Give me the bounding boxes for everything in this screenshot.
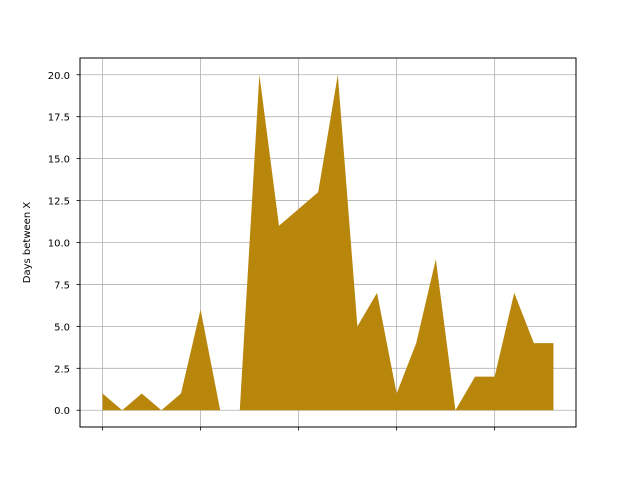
y-tick-label: 10.0 — [48, 239, 70, 250]
y-tick-label: 7.5 — [54, 280, 70, 291]
y-tick-label: 12.5 — [48, 197, 70, 208]
y-tick-label: 0.0 — [54, 406, 70, 417]
y-tick-label: 20.0 — [48, 71, 70, 82]
y-axis-label: Days between X — [22, 202, 33, 284]
y-tick-label: 15.0 — [48, 155, 70, 166]
y-tick-label: 5.0 — [54, 322, 70, 333]
y-tick-label: 17.5 — [48, 113, 70, 124]
y-tick-label: 2.5 — [54, 364, 70, 375]
